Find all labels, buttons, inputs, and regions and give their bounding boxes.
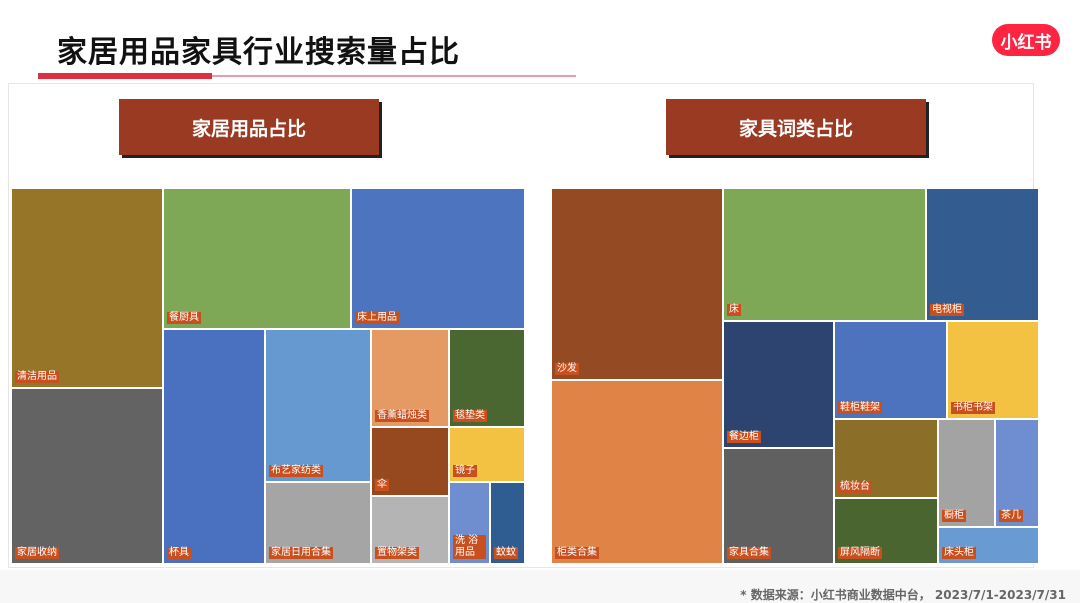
- treemap-tile-label: 床头柜: [942, 547, 976, 559]
- treemap-tile: 家居收纳: [12, 389, 164, 565]
- treemap-tile: 梳妆台: [835, 420, 939, 499]
- xiaohongshu-logo: 小红书: [992, 24, 1060, 56]
- title-accent-bar: [38, 73, 212, 79]
- treemap-tile-label: 家具合集: [727, 547, 771, 559]
- treemap-tile-label: 餐边柜: [727, 431, 761, 443]
- treemap-tile: 毯垫类: [450, 330, 526, 428]
- treemap-tile-label: 柜类合集: [555, 547, 599, 559]
- chart-title-furniture: 家具词类占比: [666, 99, 926, 155]
- treemap-tile-label: 清洁用品: [15, 371, 59, 383]
- treemap-tile: 伞: [372, 428, 450, 497]
- furniture-treemap: 沙发柜类合集 床 电视柜餐边柜家具合集 鞋柜鞋架 书柜书架梳妆台屏风隔断 橱柜 茶几床头柜: [552, 189, 1040, 565]
- treemap-tile: 香薰蜡烛类: [372, 330, 450, 428]
- treemap-tile-label: 屏风隔断: [838, 547, 882, 559]
- treemap-tile: 床上用品: [352, 189, 526, 330]
- treemap-tile-label: 床: [727, 304, 741, 316]
- data-source-note: * 数据来源：小红书商业数据中台， 2023/7/1-2023/7/31: [740, 588, 1066, 602]
- title-underline: [38, 75, 576, 77]
- treemap-tile: 屏风隔断: [835, 499, 939, 565]
- treemap-tile-label: 鞋柜鞋架: [838, 402, 882, 414]
- treemap-tile: 橱柜: [939, 420, 996, 528]
- treemap-tile: 洗 浴 用品: [450, 483, 491, 565]
- treemap-tile-label: 镜子: [453, 465, 477, 477]
- treemap-tile: 家具合集: [724, 449, 835, 565]
- treemap-tile: 床头柜: [939, 528, 1040, 565]
- footer-strip: [0, 570, 1080, 603]
- treemap-tile-label: 家居收纳: [15, 547, 59, 559]
- treemap-tile-label: 床上用品: [355, 312, 399, 324]
- treemap-tile: 餐厨具: [164, 189, 352, 330]
- treemap-tile-label: 杯具: [167, 547, 191, 559]
- treemap-tile: 柜类合集: [552, 381, 724, 565]
- treemap-tile: 床: [724, 189, 927, 322]
- treemap-tile-label: 橱柜: [942, 510, 966, 522]
- home-goods-treemap: 清洁用品家居收纳 餐厨具 床上用品杯具 布艺家纺类家居日用合集 香薰蜡烛类 毯垫类伞 镜子置…: [12, 189, 526, 565]
- treemap-tile: 家居日用合集: [266, 483, 372, 565]
- treemap-tile: 电视柜: [927, 189, 1040, 322]
- treemap-tile: 鞋柜鞋架: [835, 322, 948, 420]
- treemap-tile-label: 布艺家纺类: [269, 465, 323, 477]
- chart-title-home-goods: 家居用品占比: [119, 99, 379, 155]
- treemap-tile-label: 置物架类: [375, 547, 419, 559]
- treemap-tile: 餐边柜: [724, 322, 835, 449]
- treemap-tile-label: 家居日用合集: [269, 547, 333, 559]
- treemap-tile-label: 毯垫类: [453, 410, 487, 422]
- treemap-tile: 书柜书架: [948, 322, 1040, 420]
- treemap-tile-label: 伞: [375, 479, 389, 491]
- treemap-tile-label: 洗 浴 用品: [453, 535, 486, 559]
- treemap-tile: 清洁用品: [12, 189, 164, 389]
- treemap-tile: 茶几: [996, 420, 1040, 528]
- treemap-tile: 沙发: [552, 189, 724, 381]
- treemap-tile-label: 茶几: [999, 510, 1023, 522]
- treemap-tile-label: 蚊蚊: [494, 547, 518, 559]
- treemap-tile-label: 书柜书架: [951, 402, 995, 414]
- treemap-tile-label: 梳妆台: [838, 481, 872, 493]
- treemap-tile: 蚊蚊: [491, 483, 526, 565]
- treemap-tile: 镜子: [450, 428, 526, 483]
- treemap-tile: 置物架类: [372, 497, 450, 565]
- page-title: 家居用品家具行业搜索量占比: [57, 35, 460, 70]
- treemap-tile-label: 香薰蜡烛类: [375, 410, 429, 422]
- treemap-tile-label: 沙发: [555, 363, 579, 375]
- treemap-tile-label: 电视柜: [930, 304, 964, 316]
- treemap-tile: 杯具: [164, 330, 266, 565]
- treemap-tile: 布艺家纺类: [266, 330, 372, 483]
- treemap-tile-label: 餐厨具: [167, 312, 201, 324]
